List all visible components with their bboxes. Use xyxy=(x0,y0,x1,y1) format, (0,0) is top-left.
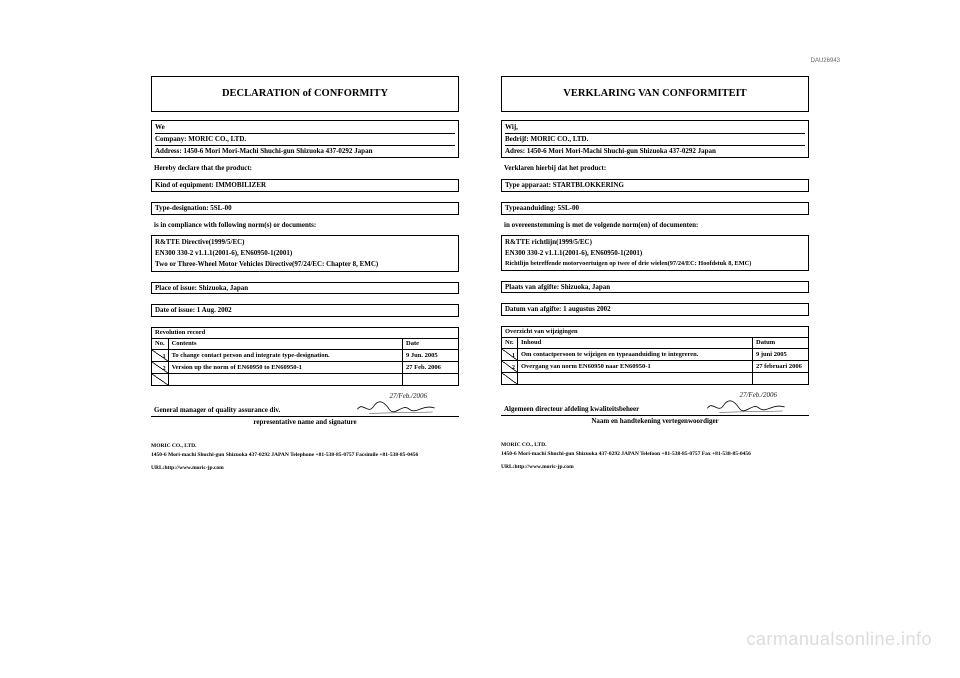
kind-box-right: Type apparaat: STARTBLOKKERING xyxy=(501,179,809,192)
we-box-left: We Company: MORIC CO., LTD. Address: 145… xyxy=(151,120,459,158)
revision-table-left: Revolution record No. Contents Date 1 To… xyxy=(151,327,459,386)
rev-col-no: No. xyxy=(152,339,169,350)
doc-code: DAU26943 xyxy=(811,58,840,64)
rev2-c: Version up the norm of EN60950 to EN6095… xyxy=(168,362,402,374)
footer-left: MORIC CO., LTD. 1450-6 Mori-machi Shuchi… xyxy=(151,442,459,472)
rev2-d: 27 Feb. 2006 xyxy=(403,362,459,374)
watermark: carmanualsonline.info xyxy=(746,629,932,650)
rev1-c: Om contactpersoon te wijzigen en typeaan… xyxy=(518,349,753,361)
type-box-right: Typeaanduiding: 5SL-00 xyxy=(501,202,809,215)
declaration-left: DECLARATION of CONFORMITY We Company: MO… xyxy=(150,75,460,474)
rev-header: Overzicht van wijzigingen xyxy=(502,327,809,338)
date-box-left: Date of issue: 1 Aug. 2002 xyxy=(151,304,459,317)
norms2: EN300 330-2 v1.1.1(2001-6), EN60950-1(20… xyxy=(505,248,805,259)
place-box-left: Place of issue: Shizuoka, Japan xyxy=(151,282,459,295)
declare-text-right: Verklaren hierbij dat het product: xyxy=(501,162,809,175)
signature-icon xyxy=(351,400,441,416)
norms3: Two or Three-Wheel Motor Vehicles Direct… xyxy=(155,259,455,270)
rev-col-no: Nr. xyxy=(502,338,518,349)
table-row: 1 Om contactpersoon te wijzigen en typea… xyxy=(502,349,809,361)
footer2: 1450-6 Mori-machi Shuchi-gun Shizuoka 43… xyxy=(151,451,459,460)
rev2-n: 2 xyxy=(163,366,166,374)
table-row xyxy=(502,373,809,385)
rev2-d: 27 februari 2006 xyxy=(753,361,809,373)
compliance-text-right: in overeenstemming is met de volgende no… xyxy=(501,219,809,232)
footer-right: MORIC CO., LTD. 1450-6 Mori-machi Shuchi… xyxy=(501,441,809,471)
signature-block-left: 27/Feb./2006 General manager of quality … xyxy=(151,392,459,426)
title-left: DECLARATION of CONFORMITY xyxy=(151,76,459,112)
footer1: MORIC CO., LTD. xyxy=(151,442,459,451)
rev-col-date: Datum xyxy=(753,338,809,349)
company-line: Bedrijf: MORIC CO., LTD. xyxy=(505,134,805,146)
sig-caption-left: representative name and signature xyxy=(151,418,459,427)
title-right: VERKLARING VAN CONFORMITEIT xyxy=(501,76,809,112)
type-box-left: Type-designation: 5SL-00 xyxy=(151,202,459,215)
footer1: MORIC CO., LTD. xyxy=(501,441,809,450)
table-row: 1 To change contact person and integrate… xyxy=(152,350,459,362)
table-row xyxy=(152,374,459,386)
sig-caption-right: Naam en handtekening vertegenwoordiger xyxy=(501,417,809,426)
rev2-n: 2 xyxy=(512,365,515,373)
norms-box-left: R&TTE Directive(1999/5/EC) EN300 330-2 v… xyxy=(151,235,459,271)
rev1-d: 9 juni 2005 xyxy=(753,349,809,361)
norms1: R&TTE richtlijn(1999/5/EC) xyxy=(505,237,805,248)
revision-table-right: Overzicht van wijzigingen Nr. Inhoud Dat… xyxy=(501,326,809,385)
rev-col-content: Contents xyxy=(168,339,402,350)
rev-col-date: Date xyxy=(403,339,459,350)
address-line: Adres: 1450-6 Mori Mori-Machi Shuchi-gun… xyxy=(505,146,805,157)
rev2-c: Overgang van norm EN60950 naar EN60950-1 xyxy=(518,361,753,373)
norms3: Richtlijn betreffende motorvoertuigen op… xyxy=(505,259,805,269)
declaration-right: VERKLARING VAN CONFORMITEIT Wij, Bedrijf… xyxy=(500,75,810,474)
place-box-right: Plaats van afgifte: Shizuoka, Japan xyxy=(501,281,809,294)
we-line: We xyxy=(155,122,455,134)
footer3: URL:http://www.moric-jp.com xyxy=(151,464,459,473)
rev-header: Revolution record xyxy=(152,328,459,339)
address-line: Address: 1450-6 Mori Mori-Machi Shuchi-g… xyxy=(155,146,455,157)
rev1-c: To change contact person and integrate t… xyxy=(168,350,402,362)
norms1: R&TTE Directive(1999/5/EC) xyxy=(155,237,455,248)
declare-text-left: Hereby declare that the product: xyxy=(151,162,459,175)
table-row: 2 Overgang van norm EN60950 naar EN60950… xyxy=(502,361,809,373)
page-container: DECLARATION of CONFORMITY We Company: MO… xyxy=(150,75,810,474)
rev1-n: 1 xyxy=(512,353,515,361)
signature-block-right: 27/Feb./2006 Algemeen directeur afdeling… xyxy=(501,391,809,425)
norms-box-right: R&TTE richtlijn(1999/5/EC) EN300 330-2 v… xyxy=(501,235,809,270)
norms2: EN300 330-2 v1.1.1(2001-6), EN60950-1(20… xyxy=(155,248,455,259)
rev1-d: 9 Jun. 2005 xyxy=(403,350,459,362)
we-line: Wij, xyxy=(505,122,805,134)
rev1-n: 1 xyxy=(163,354,166,362)
footer2: 1450-6 Mori-machi Shuchi-gun Shizuoka 43… xyxy=(501,450,809,459)
sig-role-right: Algemeen directeur afdeling kwaliteitsbe… xyxy=(504,405,639,414)
rev-col-content: Inhoud xyxy=(518,338,753,349)
compliance-text-left: is in compliance with following norm(s) … xyxy=(151,219,459,232)
signature-icon xyxy=(701,399,791,415)
kind-box-left: Kind of equipment: IMMOBILIZER xyxy=(151,179,459,192)
sig-role-left: General manager of quality assurance div… xyxy=(154,406,280,415)
date-box-right: Datum van afgifte: 1 augustus 2002 xyxy=(501,303,809,316)
footer3: URL:http://www.moric-jp.com xyxy=(501,463,809,472)
company-line: Company: MORIC CO., LTD. xyxy=(155,134,455,146)
we-box-right: Wij, Bedrijf: MORIC CO., LTD. Adres: 145… xyxy=(501,120,809,158)
table-row: 2 Version up the norm of EN60950 to EN60… xyxy=(152,362,459,374)
